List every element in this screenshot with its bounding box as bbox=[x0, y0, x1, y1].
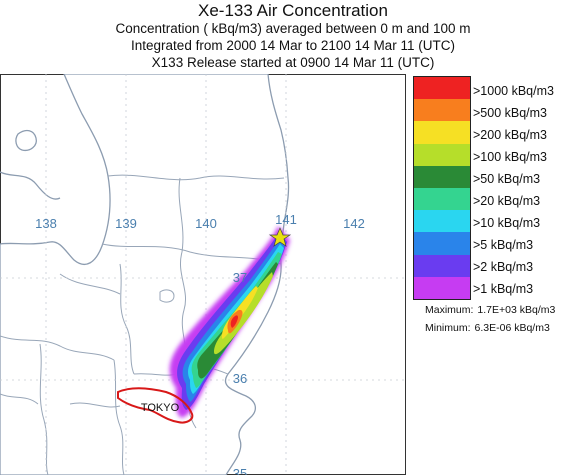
plume-band-10 bbox=[230, 315, 239, 328]
legend-label-1000: >1000 kBq/m3 bbox=[473, 84, 554, 98]
minimum-value: 6.3E-06 kBq/m3 bbox=[474, 322, 550, 334]
longitude-label-140: 140 bbox=[195, 216, 217, 231]
latitude-label-35: 35 bbox=[233, 466, 247, 475]
coastline bbox=[0, 74, 290, 475]
tokyo-outline bbox=[117, 387, 194, 424]
longitude-label-139: 139 bbox=[115, 216, 137, 231]
longitude-label-138: 138 bbox=[35, 216, 57, 231]
legend-swatch-1 bbox=[414, 276, 470, 299]
legend-swatch-5 bbox=[414, 232, 470, 255]
minimum-stat: Minimum: 6.3E-06 kBq/m3 bbox=[425, 322, 550, 334]
legend-label-10: >10 kBq/m3 bbox=[473, 216, 541, 230]
west-coastline bbox=[0, 171, 61, 200]
legend-label-100: >100 kBq/m3 bbox=[473, 150, 548, 164]
legend-swatch-1000 bbox=[414, 77, 470, 100]
latitude-label-37: 37 bbox=[233, 270, 247, 285]
maximum-label: Maximum: bbox=[425, 304, 474, 316]
maximum-stat: Maximum: 1.7E+03 kBq/m3 bbox=[425, 304, 555, 316]
latitude-label-36: 36 bbox=[233, 371, 247, 386]
minimum-label: Minimum: bbox=[425, 322, 471, 334]
lat-lon-grid bbox=[0, 74, 406, 475]
legend-color-scale bbox=[413, 76, 471, 300]
integration-period-subtitle: Integrated from 2000 14 Mar to 2100 14 M… bbox=[131, 38, 455, 53]
dispersion-map: TOKYO 138 139 140 141 142 37 36 35 bbox=[0, 74, 406, 475]
maximum-value: 1.7E+03 kBq/m3 bbox=[477, 304, 556, 316]
legend-label-500: >500 kBq/m3 bbox=[473, 106, 548, 120]
legend-swatch-200 bbox=[414, 121, 470, 144]
inland-lake bbox=[159, 289, 175, 303]
legend-label-20: >20 kBq/m3 bbox=[473, 194, 541, 208]
map-canvas: TOKYO 138 139 140 141 142 37 36 35 bbox=[0, 74, 406, 475]
longitude-label-141: 141 bbox=[275, 212, 297, 227]
legend-swatch-500 bbox=[414, 99, 470, 122]
legend-label-200: >200 kBq/m3 bbox=[473, 128, 548, 142]
legend-label-50: >50 kBq/m3 bbox=[473, 172, 541, 186]
legend-swatch-50 bbox=[414, 165, 470, 188]
legend-label-5: >5 kBq/m3 bbox=[473, 238, 534, 252]
legend-swatch-20 bbox=[414, 188, 470, 211]
concentration-subtitle: Concentration ( kBq/m3) averaged between… bbox=[115, 21, 471, 36]
legend-swatch-10 bbox=[414, 210, 470, 233]
legend-label-2: >2 kBq/m3 bbox=[473, 260, 534, 274]
concentration-legend: >1000 kBq/m3 >500 kBq/m3 >200 kBq/m3 >10… bbox=[413, 74, 586, 475]
release-start-subtitle: X133 Release started at 0900 14 Mar 11 (… bbox=[151, 55, 435, 70]
sado-island bbox=[15, 129, 37, 152]
legend-swatch-100 bbox=[414, 143, 470, 166]
map-title: Xe-133 Air Concentration bbox=[198, 1, 388, 20]
legend-swatch-2 bbox=[414, 254, 470, 277]
tokyo-label: TOKYO bbox=[141, 402, 180, 414]
legend-label-1: >1 kBq/m3 bbox=[473, 282, 534, 296]
longitude-label-142: 142 bbox=[343, 216, 365, 231]
xe133-plume bbox=[169, 226, 290, 418]
release-source-marker bbox=[268, 227, 292, 247]
